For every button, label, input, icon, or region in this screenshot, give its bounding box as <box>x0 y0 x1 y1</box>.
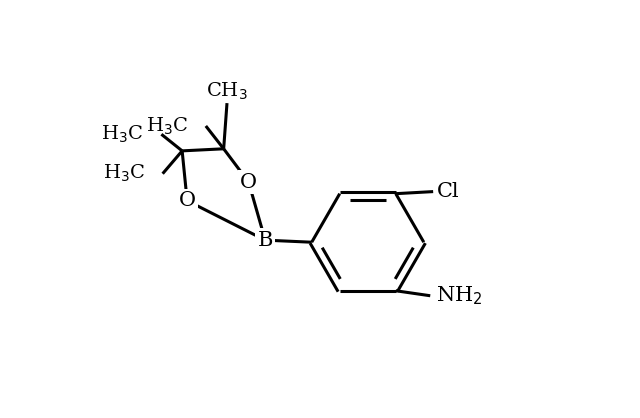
Text: CH$_3$: CH$_3$ <box>206 81 248 102</box>
Text: O: O <box>179 191 196 210</box>
Text: Cl: Cl <box>437 182 460 201</box>
Text: H$_3$C: H$_3$C <box>100 124 143 145</box>
Text: O: O <box>240 173 257 191</box>
Text: B: B <box>257 231 273 250</box>
Text: H$_3$C: H$_3$C <box>146 115 188 137</box>
Text: H$_3$C: H$_3$C <box>102 163 145 184</box>
Text: NH$_2$: NH$_2$ <box>436 284 483 307</box>
